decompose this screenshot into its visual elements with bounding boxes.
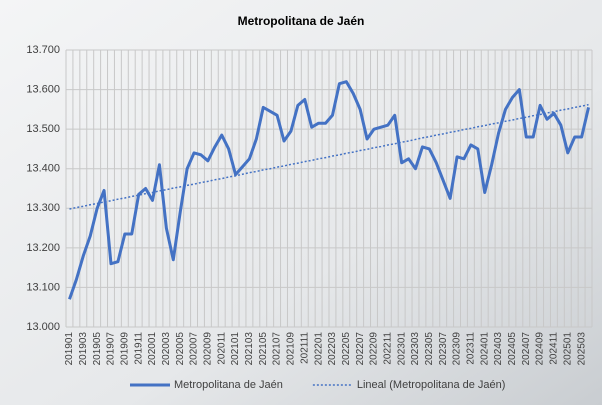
x-tick-label: 201903 <box>78 332 89 366</box>
x-tick-label: 202203 <box>327 332 338 366</box>
y-tick-label: 13.600 <box>26 83 60 95</box>
x-tick-label: 202011 <box>216 332 227 365</box>
y-tick-label: 13.700 <box>26 44 60 56</box>
x-tick-label: 202111 <box>299 332 310 364</box>
x-tick-label: 202101 <box>230 332 241 366</box>
x-tick-label: 202503 <box>576 332 587 366</box>
x-tick-label: 202311 <box>466 332 477 365</box>
x-tick-label: 202405 <box>507 332 518 366</box>
x-tick-label: 202109 <box>286 332 297 366</box>
x-tick-label: 202411 <box>549 332 560 365</box>
x-tick-label: 202207 <box>355 332 366 366</box>
legend-label: Lineal (Metropolitana de Jaén) <box>357 379 506 391</box>
x-tick-label: 202407 <box>521 332 532 366</box>
x-tick-label: 202107 <box>272 332 283 366</box>
x-tick-label: 202005 <box>175 332 186 366</box>
y-tick-label: 13.000 <box>26 321 60 333</box>
x-tick-label: 201907 <box>106 332 117 366</box>
chart-title: Metropolitana de Jaén <box>238 14 365 28</box>
x-tick-label: 202211 <box>382 332 393 365</box>
x-tick-label: 202403 <box>493 332 504 366</box>
x-tick-label: 202501 <box>562 332 573 366</box>
x-tick-label: 202301 <box>396 332 407 366</box>
y-tick-label: 13.200 <box>26 242 60 254</box>
legend-label: Metropolitana de Jaén <box>174 379 283 391</box>
trend-line <box>69 103 589 210</box>
y-tick-label: 13.400 <box>26 163 60 175</box>
x-tick-label: 202209 <box>369 332 380 366</box>
x-tick-label: 201901 <box>64 332 75 366</box>
y-tick-label: 13.100 <box>26 281 60 293</box>
x-tick-label: 202305 <box>424 332 435 366</box>
x-tick-label: 201905 <box>92 332 103 366</box>
y-tick-label: 13.300 <box>26 202 60 214</box>
x-tick-label: 202103 <box>244 332 255 366</box>
data-line <box>68 80 590 300</box>
x-tick-label: 202205 <box>341 332 352 366</box>
x-tick-label: 202303 <box>410 332 421 366</box>
x-tick-label: 202009 <box>203 332 214 366</box>
x-tick-label: 202401 <box>479 332 490 366</box>
x-tick-label: 201909 <box>119 332 130 366</box>
x-tick-label: 202001 <box>147 332 158 366</box>
x-tick-label: 202007 <box>189 332 200 366</box>
x-tick-label: 202003 <box>161 332 172 366</box>
x-tick-label: 201911 <box>133 332 144 365</box>
y-tick-label: 13.500 <box>26 123 60 135</box>
x-tick-label: 202309 <box>452 332 463 366</box>
x-tick-label: 202307 <box>438 332 449 366</box>
x-tick-label: 202105 <box>258 332 269 366</box>
x-tick-label: 202201 <box>313 332 324 366</box>
x-tick-label: 202409 <box>535 332 546 366</box>
